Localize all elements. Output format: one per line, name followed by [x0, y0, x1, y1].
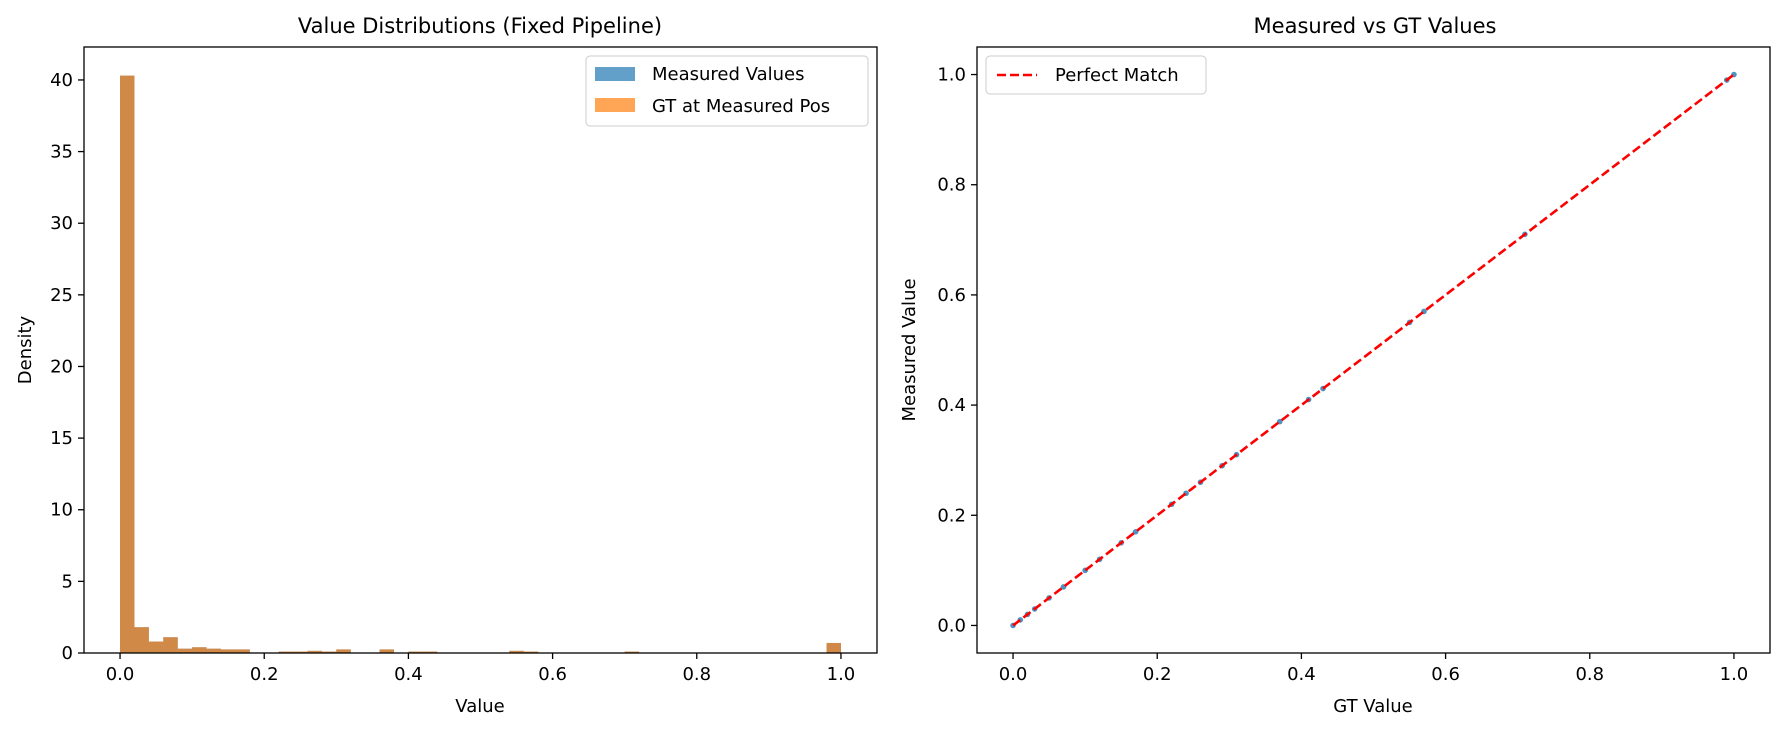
- histogram-bar: [220, 649, 236, 653]
- y-axis-ticks: 0.0 0.2 0.4 0.6 0.8 1.0: [937, 65, 977, 636]
- histogram-bar: [206, 648, 221, 653]
- histogram-bar: [408, 651, 423, 653]
- y-tick-label: 0.8: [937, 175, 966, 196]
- scatter-chart: Measured vs GT Values 0.0 0.2 0.4 0.6 0.8 1.0…: [899, 14, 1771, 717]
- histogram-bar: [192, 647, 207, 653]
- histogram-bar: [278, 651, 294, 653]
- y-tick-label: 0: [62, 643, 73, 664]
- perfect-match-line: [1012, 73, 1735, 627]
- x-axis-ticks: 0.0 0.2 0.4 0.6 0.8 1.0: [106, 653, 856, 685]
- y-tick-label: 20: [50, 356, 73, 377]
- histogram-chart: Value Distributions (Fixed Pipeline) 0.0…: [15, 14, 878, 717]
- plot-frame: [83, 46, 878, 654]
- x-tick-label: 0.4: [394, 664, 423, 685]
- legend-box: [585, 55, 869, 127]
- y-tick-label: 35: [50, 142, 73, 163]
- y-axis-label: Density: [15, 315, 36, 384]
- histogram-bar: [509, 650, 524, 653]
- histogram-bar: [134, 627, 149, 653]
- x-axis-label: Value: [455, 696, 504, 717]
- y-tick-label: 0.2: [937, 505, 966, 526]
- y-axis-label: Measured Value: [899, 278, 920, 421]
- x-tick-label: 0.0: [106, 664, 135, 685]
- x-axis-ticks: 0.0 0.2 0.4 0.6 0.8 1.0: [999, 653, 1749, 685]
- histogram-bar: [321, 651, 337, 653]
- legend: Measured Values GT at Measured Pos: [585, 55, 869, 127]
- y-tick-label: 1.0: [937, 65, 966, 86]
- y-tick-label: 0.0: [937, 615, 966, 636]
- plot-frame: [976, 46, 1771, 654]
- histogram-bar: [624, 651, 640, 653]
- y-tick-label: 40: [50, 70, 73, 91]
- y-tick-label: 10: [50, 500, 73, 521]
- histogram-bar: [177, 648, 193, 653]
- x-tick-label: 1.0: [827, 664, 856, 685]
- histogram-bar: [293, 651, 308, 653]
- x-tick-label: 0.4: [1287, 664, 1316, 685]
- x-tick-label: 0.0: [999, 664, 1028, 685]
- y-tick-label: 5: [62, 571, 73, 592]
- legend: Perfect Match: [985, 55, 1207, 95]
- y-axis-ticks: 0 5 10 15 20 25 30 35 40: [50, 70, 84, 664]
- histogram-bar: [120, 75, 135, 653]
- legend-swatch-gt-at-measured-pos: [595, 98, 635, 112]
- histogram-bar: [379, 649, 394, 653]
- histogram-bar: [523, 651, 539, 653]
- x-tick-label: 0.2: [250, 664, 279, 685]
- chart-title: Value Distributions (Fixed Pipeline): [298, 14, 662, 38]
- y-tick-label: 0.6: [937, 285, 966, 306]
- x-tick-label: 0.8: [1575, 664, 1604, 685]
- legend-label-perfect-match: Perfect Match: [1055, 65, 1179, 86]
- histogram-bar: [163, 637, 178, 653]
- legend-box: [985, 55, 1207, 95]
- y-tick-label: 0.4: [937, 395, 966, 416]
- legend-swatch-measured-values: [595, 67, 635, 81]
- x-tick-label: 1.0: [1720, 664, 1749, 685]
- legend-label-measured-values: Measured Values: [652, 64, 804, 85]
- y-tick-label: 25: [50, 285, 73, 306]
- histogram-bar: [235, 649, 250, 653]
- histogram-bar: [307, 650, 322, 653]
- y-tick-label: 30: [50, 213, 73, 234]
- x-tick-label: 0.6: [538, 664, 567, 685]
- chart-title: Measured vs GT Values: [1254, 14, 1497, 38]
- x-tick-label: 0.2: [1143, 664, 1172, 685]
- histogram-bar: [148, 641, 164, 653]
- histogram-bars: [120, 75, 841, 653]
- y-tick-label: 15: [50, 428, 73, 449]
- x-tick-label: 0.8: [682, 664, 711, 685]
- histogram-bar: [422, 651, 438, 653]
- x-tick-label: 0.6: [1431, 664, 1460, 685]
- x-axis-label: GT Value: [1333, 696, 1412, 717]
- histogram-bar: [826, 642, 841, 653]
- histogram-bar: [336, 649, 351, 653]
- legend-label-gt-at-measured-pos: GT at Measured Pos: [652, 96, 830, 117]
